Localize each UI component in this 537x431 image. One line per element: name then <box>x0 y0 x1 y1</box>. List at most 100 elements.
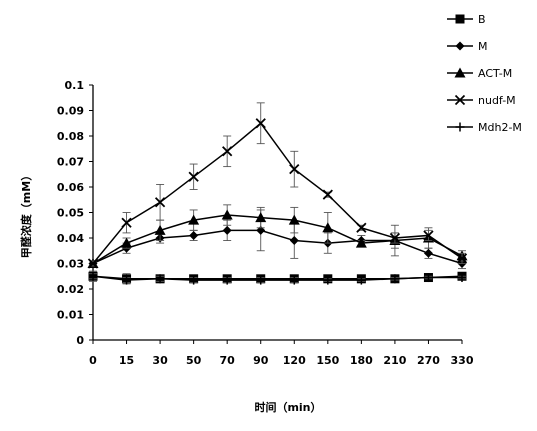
point-marker-x <box>456 253 468 264</box>
point-marker-triangle <box>188 214 200 225</box>
x-tick-label: 330 <box>451 354 474 367</box>
marker-stroke <box>188 171 199 182</box>
point-marker-plus <box>356 275 366 285</box>
point-marker-x <box>188 171 199 182</box>
marker-stroke <box>322 189 333 200</box>
y-tick-label: 0.08 <box>57 130 84 143</box>
point-marker-x <box>423 230 434 241</box>
legend-item: ACT-M <box>447 67 512 80</box>
point-marker-plus <box>155 274 165 284</box>
point-marker-triangle <box>121 237 133 248</box>
series-line <box>92 214 463 265</box>
marker-stroke <box>222 146 233 157</box>
point-marker-triangle <box>322 222 334 233</box>
x-tick-label: 70 <box>220 354 236 367</box>
point-marker-diamond <box>222 225 232 235</box>
point-marker-plus <box>122 275 132 285</box>
y-axis-ticks: 0 0.01 0.02 0.03 0.04 0.05 0.06 0.07 0.08 0.09 0.1 <box>57 79 93 347</box>
y-tick-label: 0.02 <box>57 283 84 296</box>
marker-stroke <box>255 118 266 129</box>
marker-stroke <box>154 197 166 208</box>
y-tick-label: 0.03 <box>57 258 84 271</box>
plot-area: 0 0.01 0.02 0.03 0.04 0.05 0.06 0.07 0.08 0.09 0.1… <box>57 79 474 367</box>
point-marker-x <box>154 197 166 208</box>
y-tick-label: 0.1 <box>65 79 85 92</box>
legend-item: B <box>447 13 486 26</box>
legend-label: ACT-M <box>478 67 512 80</box>
point-marker-x <box>389 232 401 244</box>
point-marker-triangle <box>154 224 166 235</box>
y-tick-label: 0.05 <box>57 207 84 220</box>
point-marker-triangle <box>221 209 233 220</box>
x-tick-label: 180 <box>350 354 373 367</box>
point-marker-plus <box>189 275 199 285</box>
point-marker-plus <box>88 271 98 281</box>
point-marker-plus <box>423 273 433 283</box>
y-tick-label: 0.07 <box>57 156 84 169</box>
marker-stroke <box>456 253 468 264</box>
legend-item: M <box>447 40 488 53</box>
marker-stroke <box>356 222 367 233</box>
point-marker-plus <box>455 122 465 132</box>
point-marker-x <box>356 222 367 233</box>
series-m <box>88 209 467 270</box>
marker-stroke <box>87 258 99 269</box>
x-axis-title: 时间（min） <box>254 400 321 414</box>
y-tick-label: 0.01 <box>57 309 84 322</box>
legend-item: Mdh2-M <box>447 121 522 134</box>
x-tick-label: 30 <box>152 354 168 367</box>
series-layer <box>87 102 468 285</box>
point-marker-triangle <box>355 237 367 248</box>
y-tick-label: 0.04 <box>57 232 84 245</box>
point-marker-triangle <box>454 67 466 78</box>
marker-stroke <box>121 217 132 228</box>
point-marker-plus <box>289 275 299 285</box>
point-marker-x <box>121 217 132 228</box>
legend-label: nudf-M <box>478 94 516 107</box>
marker-stroke <box>289 164 300 175</box>
x-tick-label: 270 <box>417 354 440 367</box>
x-tick-label: 120 <box>283 354 306 367</box>
point-marker-diamond <box>189 230 199 240</box>
legend-label: B <box>478 13 486 26</box>
marker-stroke <box>423 230 434 241</box>
point-marker-x <box>454 94 466 106</box>
legend-item: nudf-M <box>447 94 516 107</box>
point-marker-triangle <box>288 214 300 225</box>
point-marker-diamond <box>423 248 433 258</box>
point-marker-triangle <box>255 212 267 223</box>
point-marker-diamond <box>455 41 465 51</box>
point-marker-plus <box>390 274 400 284</box>
marker-stroke <box>454 94 466 106</box>
point-marker-x <box>87 258 99 269</box>
series-line <box>92 122 463 264</box>
series-mdh2-m <box>88 271 467 285</box>
point-marker-x <box>289 164 300 175</box>
point-marker-x <box>255 118 266 129</box>
legend-label: Mdh2-M <box>478 121 522 134</box>
x-tick-label: 150 <box>316 354 339 367</box>
legend: B M ACT-M nudf-M Mdh2-M <box>447 13 522 134</box>
point-marker-x <box>222 146 233 157</box>
point-marker-square <box>455 14 465 24</box>
series-line <box>92 275 462 281</box>
series-nudf-m <box>87 102 468 269</box>
point-marker-diamond <box>289 236 299 246</box>
y-tick-label: 0.09 <box>57 105 84 118</box>
x-axis-ticks: 0 15 30 50 70 90 120 150 180 210 270 330 <box>89 340 474 367</box>
x-tick-label: 0 <box>89 354 97 367</box>
point-marker-plus <box>222 275 232 285</box>
series-line <box>92 229 463 265</box>
point-marker-plus <box>457 273 467 283</box>
x-tick-label: 90 <box>253 354 269 367</box>
x-tick-label: 15 <box>119 354 134 367</box>
marker-stroke <box>389 232 401 244</box>
y-axis-title: 甲醛浓度（mM） <box>19 170 33 258</box>
point-marker-plus <box>323 275 333 285</box>
y-tick-label: 0.06 <box>57 181 84 194</box>
point-marker-x <box>322 189 333 200</box>
point-marker-plus <box>256 275 266 285</box>
legend-label: M <box>478 40 488 53</box>
x-tick-label: 50 <box>186 354 202 367</box>
